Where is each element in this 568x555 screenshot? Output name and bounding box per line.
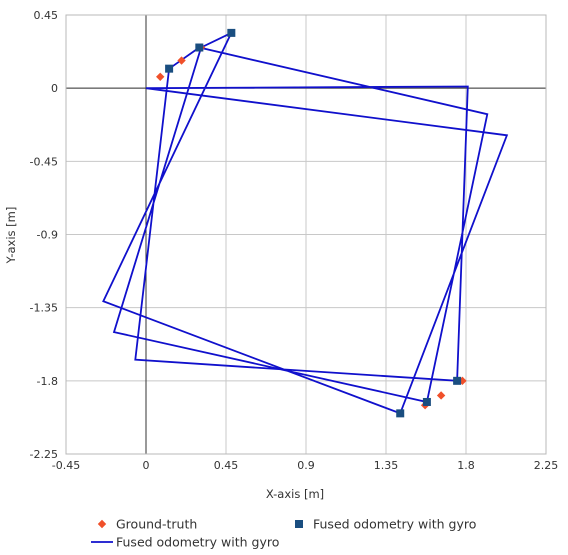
y-tick-label: -0.9 — [37, 229, 58, 242]
legend-odometry-marker — [295, 520, 303, 528]
ground-truth-point — [177, 56, 186, 65]
odometry-point — [396, 409, 405, 418]
y-tick-label: 0.45 — [34, 9, 59, 22]
x-tick-label: 0.45 — [214, 459, 239, 472]
x-axis-title: X-axis [m] — [266, 487, 324, 501]
y-axis-title: Y-axis [m] — [4, 207, 18, 265]
y-tick-label: -1.35 — [30, 302, 58, 315]
odometry-point — [453, 376, 462, 385]
trajectory-line — [102, 30, 509, 415]
odometry-point — [422, 397, 431, 406]
legend-ground-truth-label: Ground-truth — [116, 517, 197, 532]
odometry-point — [227, 28, 236, 37]
legend: Ground-truth Fused odometry with gyro Fuse… — [91, 517, 476, 550]
series-layer — [102, 28, 509, 418]
y-tick-label: -0.45 — [30, 155, 58, 168]
x-tick-label: 0.9 — [297, 459, 315, 472]
x-tick-label: 2.25 — [534, 459, 559, 472]
y-tick-label: 0 — [51, 82, 58, 95]
x-tick-label: -0.45 — [52, 459, 80, 472]
legend-line-label: Fused odometry with gyro — [116, 535, 279, 550]
x-tick-label: 1.8 — [457, 459, 475, 472]
x-tick-label: 1.35 — [374, 459, 399, 472]
x-tick-labels: -0.45 0 0.45 0.9 1.35 1.8 2.25 — [52, 459, 558, 472]
y-tick-labels: 0.45 0 -0.45 -0.9 -1.35 -1.8 -2.25 — [30, 9, 58, 461]
ground-truth-point — [436, 391, 446, 400]
y-tick-label: -1.8 — [37, 375, 58, 388]
plot-frame — [65, 14, 547, 455]
legend-odometry-label: Fused odometry with gyro — [313, 517, 476, 532]
y-tick-label: -2.25 — [30, 448, 58, 461]
legend-ground-truth-marker — [97, 519, 107, 529]
grid-lines — [65, 14, 547, 455]
odometry-point — [165, 64, 174, 73]
ground-truth-point — [156, 72, 165, 81]
x-tick-label: 0 — [143, 459, 150, 472]
odometry-point — [195, 43, 204, 52]
